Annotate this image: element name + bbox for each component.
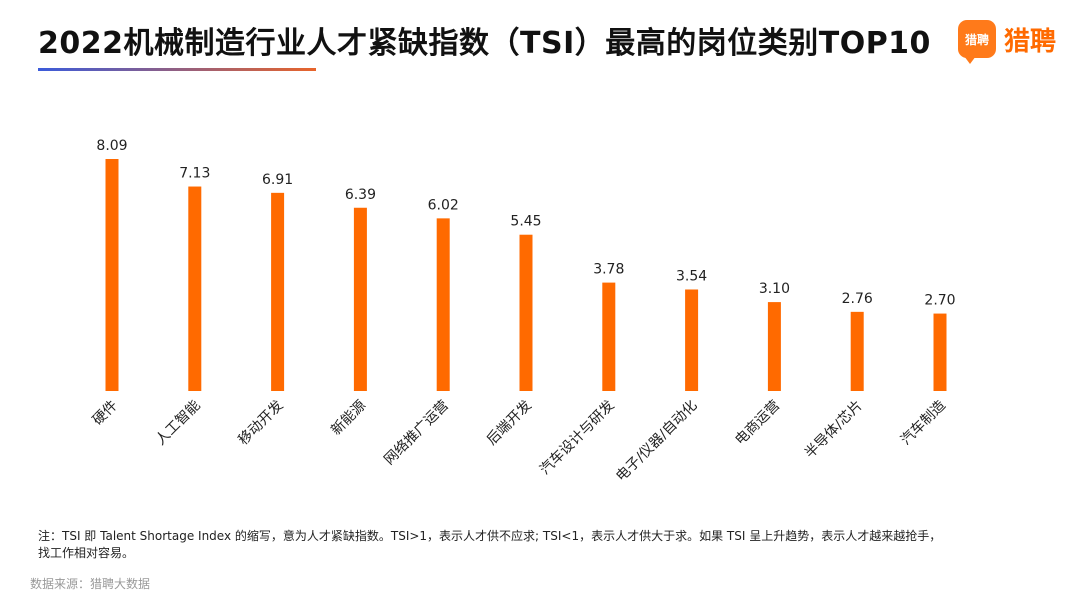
data-source: 数据来源：猎聘大数据 (30, 577, 151, 591)
category-label: 移动开发 (236, 398, 287, 449)
liepin-logo: 猎聘 猎聘 (958, 19, 1057, 64)
data-label: 3.10 (759, 281, 790, 297)
bar (436, 218, 450, 391)
data-label: 5.45 (510, 214, 541, 230)
bar (767, 302, 781, 391)
data-label: 7.13 (179, 166, 210, 182)
data-label: 6.39 (345, 187, 376, 203)
logo-text: 猎聘 (1004, 26, 1057, 57)
title-underline (38, 68, 316, 71)
category-label: 硬件 (90, 398, 121, 429)
logo-badge-icon: 猎聘 (958, 20, 996, 64)
data-label: 3.78 (593, 262, 624, 278)
bar-chart: 8.09 硬件 7.13 人工智能 6.91 移动开发 6.39 新能源 6.02 网络推广运营 5… (90, 138, 956, 485)
bar (353, 207, 367, 391)
footnote: 注：TSI 即 Talent Shortage Index 的缩写，意为人才紧缺… (38, 528, 1038, 562)
data-label: 8.09 (96, 138, 127, 154)
category-label: 汽车设计与研发 (536, 397, 617, 478)
data-label: 6.02 (428, 197, 459, 213)
bar (685, 289, 699, 391)
category-label: 新能源 (328, 398, 369, 439)
category-label: 半导体/芯片 (802, 398, 866, 462)
footnote-line-2: 找工作相对容易。 (38, 546, 135, 560)
bar (105, 159, 119, 391)
category-label: 网络推广运营 (381, 398, 452, 469)
data-label: 2.76 (842, 291, 873, 307)
data-label: 6.91 (262, 172, 293, 188)
category-label: 电商运营 (732, 398, 783, 449)
category-label: 汽车制造 (897, 397, 949, 449)
page-title: 2022机械制造行业人才紧缺指数（TSI）最高的岗位类别TOP10 (38, 26, 931, 61)
bar (933, 313, 947, 391)
bar (188, 186, 202, 391)
bar (519, 234, 533, 391)
bar (602, 282, 616, 391)
footnote-line-1: 注：TSI 即 Talent Shortage Index 的缩写，意为人才紧缺… (38, 529, 942, 543)
bar (850, 311, 864, 391)
data-label: 3.54 (676, 268, 707, 284)
data-label: 2.70 (924, 293, 955, 309)
category-label: 后端开发 (484, 398, 535, 449)
bar (271, 192, 285, 391)
category-label: 电子/仪器/自动化 (613, 398, 700, 485)
category-label: 人工智能 (153, 398, 204, 449)
